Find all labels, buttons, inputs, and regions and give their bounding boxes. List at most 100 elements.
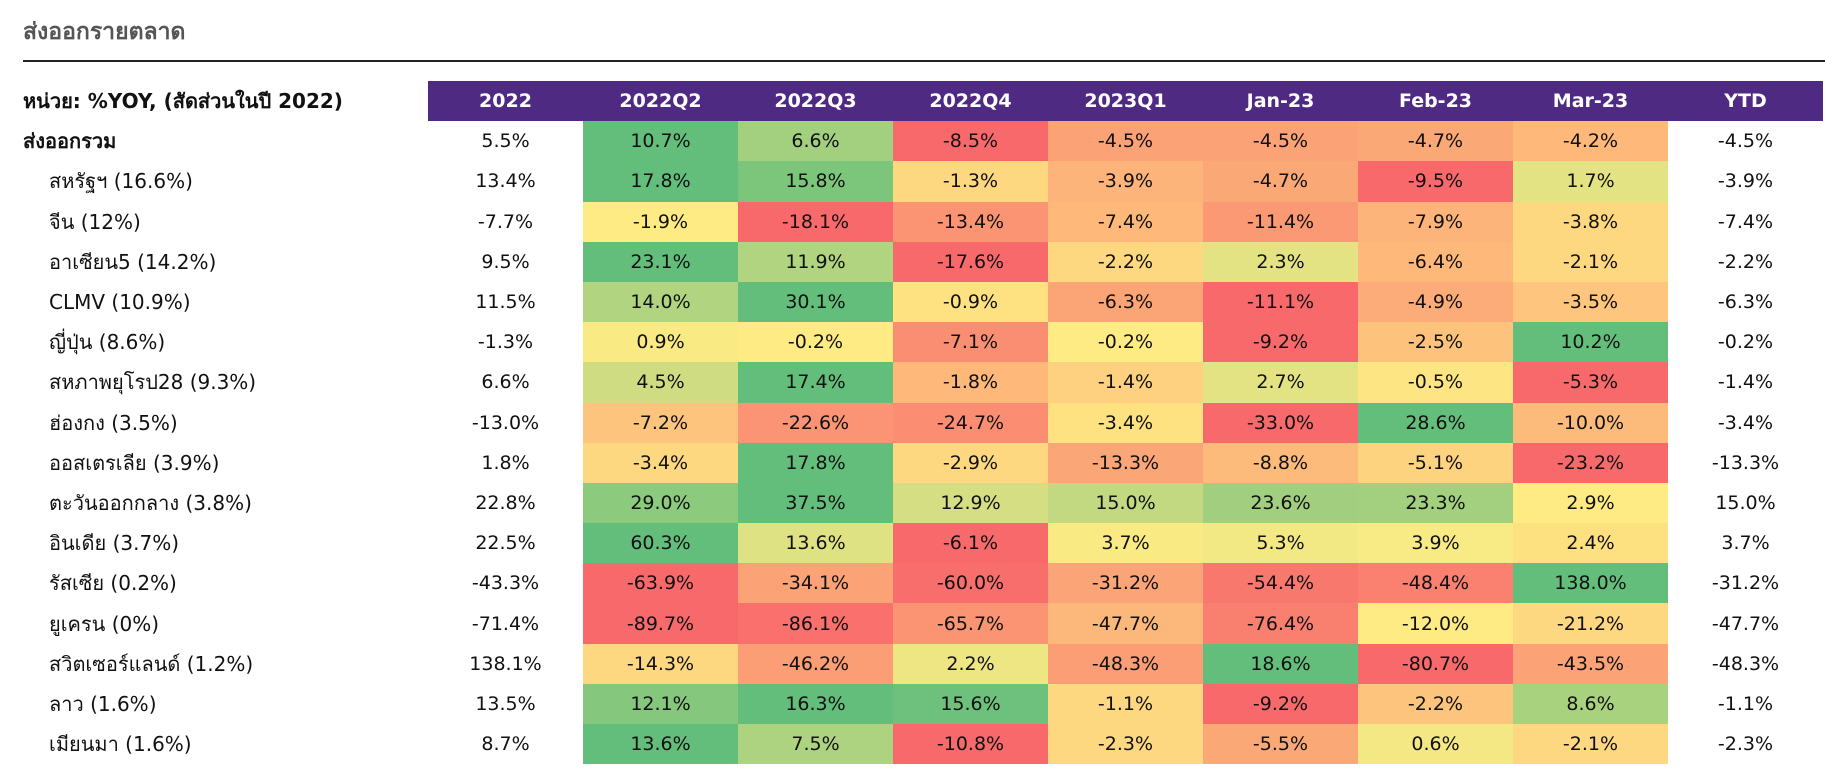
heatmap-cell: -11.1%	[1203, 281, 1358, 323]
heatmap-cell: -3.9%	[1048, 161, 1203, 202]
heatmap-cell: -2.2%	[1048, 241, 1203, 282]
heatmap-cell: 10.7%	[583, 121, 738, 162]
column-header: Mar-23	[1513, 81, 1668, 121]
row-label: จีน (12%)	[49, 209, 141, 234]
heatmap-cell: 4.5%	[583, 362, 738, 403]
table-cell: 5.5%	[428, 121, 583, 162]
heatmap-cell: -7.2%	[583, 402, 738, 443]
row-label: อินเดีย (3.7%)	[49, 531, 179, 556]
heatmap-cell: 23.1%	[583, 241, 738, 282]
heatmap-cell: -2.1%	[1513, 241, 1668, 282]
table-cell: -43.3%	[428, 563, 583, 604]
heatmap-cell: -8.8%	[1203, 442, 1358, 483]
table-cell: -1.4%	[1668, 362, 1823, 403]
heatmap-cell: -7.4%	[1048, 201, 1203, 242]
heatmap-cell: 0.9%	[583, 322, 738, 363]
heatmap-cell: 14.0%	[583, 281, 738, 323]
table-cell: -6.3%	[1668, 281, 1823, 323]
heatmap-cell: 7.5%	[738, 724, 893, 765]
heatmap-cell: -3.4%	[1048, 402, 1203, 443]
heatmap-cell: 1.7%	[1513, 161, 1668, 202]
row-label: สหรัฐฯ (16.6%)	[49, 169, 193, 194]
heatmap-cell: -21.2%	[1513, 603, 1668, 644]
heatmap-cell: -4.9%	[1358, 281, 1513, 323]
heatmap-cell: 18.6%	[1203, 643, 1358, 684]
heatmap-cell: -1.8%	[893, 362, 1048, 403]
heatmap-cell: -0.2%	[738, 322, 893, 363]
row-label: ฮ่องกง (3.5%)	[49, 410, 178, 435]
row-label: ลาว (1.6%)	[49, 691, 157, 716]
heatmap-cell: -33.0%	[1203, 402, 1358, 443]
heatmap-cell: -4.5%	[1048, 121, 1203, 162]
row-label: ยูเครน (0%)	[49, 611, 160, 636]
heatmap-cell: -9.2%	[1203, 322, 1358, 363]
heatmap-cell: -43.5%	[1513, 643, 1668, 684]
heatmap-cell: -5.1%	[1358, 442, 1513, 483]
heatmap-cell: -3.5%	[1513, 281, 1668, 323]
heatmap-cell: 17.8%	[583, 161, 738, 202]
heatmap-cell: -23.2%	[1513, 442, 1668, 483]
heatmap-cell: -18.1%	[738, 201, 893, 242]
heatmap-cell: 2.3%	[1203, 241, 1358, 282]
heatmap-cell: -10.0%	[1513, 402, 1668, 443]
table-cell: -71.4%	[428, 603, 583, 644]
heatmap-cell: -22.6%	[738, 402, 893, 443]
row-label: ส่งออกรวม	[23, 129, 117, 154]
heatmap-cell: 29.0%	[583, 482, 738, 524]
table-cell: -7.4%	[1668, 201, 1823, 242]
table-cell: 6.6%	[428, 362, 583, 403]
heatmap-cell: -10.8%	[893, 724, 1048, 765]
heatmap-cell: -31.2%	[1048, 563, 1203, 604]
table-cell: 9.5%	[428, 241, 583, 282]
table-cell: -47.7%	[1668, 603, 1823, 644]
heatmap-cell: -46.2%	[738, 643, 893, 684]
table-cell: -2.3%	[1668, 724, 1823, 765]
heatmap-cell: 11.9%	[738, 241, 893, 282]
table-cell: 22.5%	[428, 523, 583, 564]
heatmap-cell: -24.7%	[893, 402, 1048, 443]
row-label: ตะวันออกกลาง (3.8%)	[49, 490, 252, 515]
row-label: อาเซียน5 (14.2%)	[49, 249, 217, 274]
heatmap-cell: 13.6%	[583, 724, 738, 765]
heatmap-cell: -48.4%	[1358, 563, 1513, 604]
heatmap-cell: 138.0%	[1513, 563, 1668, 604]
heatmap-cell: -76.4%	[1203, 603, 1358, 644]
heatmap-cell: 28.6%	[1358, 402, 1513, 443]
table-cell: -0.2%	[1668, 322, 1823, 363]
heatmap-cell: -9.2%	[1203, 683, 1358, 724]
column-header: 2022Q2	[583, 81, 738, 121]
heatmap-cell: -54.4%	[1203, 563, 1358, 604]
row-label: ออสเตรเลีย (3.9%)	[49, 450, 220, 475]
table-cell: -48.3%	[1668, 643, 1823, 684]
heatmap-cell: -1.9%	[583, 201, 738, 242]
table-cell: 138.1%	[428, 643, 583, 684]
heatmap-cell: -4.7%	[1358, 121, 1513, 162]
heatmap-cell: 17.8%	[738, 442, 893, 483]
table-cell: 15.0%	[1668, 482, 1823, 524]
heatmap-cell: -6.1%	[893, 523, 1048, 564]
heatmap-cell: -8.5%	[893, 121, 1048, 162]
heatmap-cell: 2.9%	[1513, 482, 1668, 524]
heatmap-cell: -34.1%	[738, 563, 893, 604]
heatmap-cell: -0.9%	[893, 281, 1048, 323]
table-cell: -31.2%	[1668, 563, 1823, 604]
heatmap-cell: -80.7%	[1358, 643, 1513, 684]
heatmap-cell: -2.1%	[1513, 724, 1668, 765]
heatmap-cell: -17.6%	[893, 241, 1048, 282]
heatmap-cell: 10.2%	[1513, 322, 1668, 363]
heatmap-cell: 2.7%	[1203, 362, 1358, 403]
column-header: Jan-23	[1203, 81, 1358, 121]
heatmap-cell: 60.3%	[583, 523, 738, 564]
page-title: ส่งออกรายตลาด	[23, 19, 186, 45]
heatmap-cell: 30.1%	[738, 281, 893, 323]
row-label: รัสเซีย (0.2%)	[49, 571, 177, 596]
heatmap-cell: 16.3%	[738, 683, 893, 724]
heatmap-cell: -6.3%	[1048, 281, 1203, 323]
column-header: 2022Q4	[893, 81, 1048, 121]
heatmap-cell: 15.6%	[893, 683, 1048, 724]
table-cell: -7.7%	[428, 201, 583, 242]
heatmap-cell: 15.0%	[1048, 482, 1203, 524]
heatmap-cell: -5.5%	[1203, 724, 1358, 765]
column-header: YTD	[1668, 81, 1823, 121]
row-label: ญี่ปุ่น (8.6%)	[49, 330, 166, 355]
